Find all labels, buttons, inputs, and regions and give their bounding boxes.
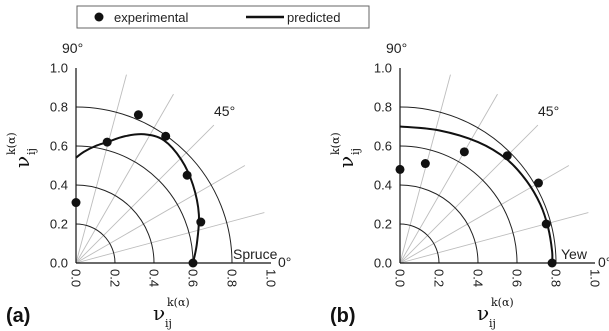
grid-ring bbox=[75, 223, 116, 264]
predicted-curve-b bbox=[399, 125, 554, 264]
y-axis-title-b: ν ij k(α) bbox=[329, 132, 362, 168]
x-axis-title-b: ν ij k(α) bbox=[477, 296, 514, 330]
axis-subscript: ij bbox=[489, 317, 496, 330]
species-label-a: Spruce bbox=[233, 246, 278, 262]
experimental-point bbox=[188, 258, 198, 268]
grid-ring bbox=[75, 145, 194, 264]
angle-label-45-b: 45° bbox=[538, 103, 559, 119]
axis-superscript: k(α) bbox=[329, 132, 342, 155]
panel-label-a: (a) bbox=[6, 305, 30, 327]
axis-subscript: ij bbox=[165, 317, 172, 330]
y-tick-label: 0.0 bbox=[374, 256, 392, 271]
species-label-b: Yew bbox=[561, 246, 588, 262]
experimental-points-b bbox=[395, 147, 557, 268]
experimental-point bbox=[161, 131, 171, 141]
grid-ring bbox=[399, 145, 518, 264]
angle-label-90-a: 90° bbox=[62, 40, 83, 56]
y-tick-label: 0.0 bbox=[50, 256, 68, 271]
grid-rays-a bbox=[75, 74, 265, 264]
experimental-point bbox=[102, 137, 112, 147]
predicted-curve-a bbox=[75, 133, 200, 264]
x-tick-labels-a: 0.0 0.2 0.4 0.6 0.8 1.0 bbox=[69, 269, 279, 287]
y-tick-label: 0.4 bbox=[374, 178, 392, 193]
experimental-point bbox=[533, 178, 543, 188]
experimental-point bbox=[502, 151, 512, 161]
grid-ray bbox=[399, 93, 498, 264]
grid-rings-a bbox=[75, 106, 233, 264]
x-tick-label: 0.8 bbox=[549, 269, 564, 287]
panel-label-b: (b) bbox=[330, 305, 356, 327]
x-tick-label: 0.4 bbox=[147, 269, 162, 287]
panel-a: 0.0 0.2 0.4 0.6 0.8 1.0 0.0 0.2 0.4 0.6 … bbox=[5, 40, 291, 330]
legend-predicted-label: predicted bbox=[287, 10, 340, 25]
y-tick-label: 1.0 bbox=[374, 61, 392, 76]
grid-ray bbox=[399, 212, 589, 264]
experimental-point bbox=[547, 258, 557, 268]
angle-label-0-a: 0° bbox=[278, 254, 291, 270]
y-tick-labels-b: 0.0 0.2 0.4 0.6 0.8 1.0 bbox=[374, 61, 392, 271]
axis-superscript: k(α) bbox=[491, 296, 514, 309]
panel-b: 0.0 0.2 0.4 0.6 0.8 1.0 0.0 0.2 0.4 0.6 … bbox=[329, 40, 609, 330]
y-tick-label: 0.8 bbox=[374, 100, 392, 115]
grid-ring bbox=[399, 184, 479, 264]
experimental-point bbox=[541, 219, 551, 229]
experimental-point bbox=[71, 198, 81, 208]
grid-ray bbox=[399, 74, 451, 264]
experimental-point bbox=[196, 217, 206, 227]
experimental-point bbox=[182, 170, 192, 180]
grid-rays-b bbox=[399, 74, 589, 264]
x-tick-labels-b: 0.0 0.2 0.4 0.6 0.8 1.0 bbox=[393, 269, 603, 287]
legend: experimental predicted bbox=[76, 5, 370, 29]
grid-ring bbox=[75, 106, 233, 264]
angle-label-45-a: 45° bbox=[214, 103, 235, 119]
grid-ray bbox=[75, 74, 127, 264]
axis-symbol: ν bbox=[334, 156, 358, 168]
grid-ring bbox=[75, 184, 155, 264]
experimental-point bbox=[420, 159, 430, 169]
experimental-point bbox=[459, 147, 469, 157]
x-axis-title-a: ν ij k(α) bbox=[153, 296, 190, 330]
angle-label-0-b: 0° bbox=[598, 254, 609, 270]
x-tick-label: 0.0 bbox=[69, 269, 84, 287]
y-tick-label: 0.2 bbox=[374, 217, 392, 232]
grid-ring bbox=[399, 223, 440, 264]
y-axis-title-a: ν ij k(α) bbox=[5, 132, 38, 168]
y-tick-label: 1.0 bbox=[50, 61, 68, 76]
grid-ray bbox=[75, 93, 174, 264]
y-tick-label: 0.2 bbox=[50, 217, 68, 232]
x-tick-label: 0.2 bbox=[108, 269, 123, 287]
y-tick-label: 0.6 bbox=[50, 139, 68, 154]
y-tick-label: 0.4 bbox=[50, 178, 68, 193]
grid-ray bbox=[75, 165, 246, 264]
axis-superscript: k(α) bbox=[167, 296, 190, 309]
axis-symbol: ν bbox=[10, 156, 34, 168]
experimental-point bbox=[395, 164, 405, 174]
x-tick-label: 0.0 bbox=[393, 269, 408, 287]
grid-ray bbox=[399, 124, 539, 264]
x-tick-label: 0.6 bbox=[510, 269, 525, 287]
axis-superscript: k(α) bbox=[5, 132, 18, 155]
axis-symbol: ν bbox=[153, 301, 165, 325]
grid-ray bbox=[75, 212, 265, 264]
legend-experimental-label: experimental bbox=[114, 10, 189, 25]
experimental-points-a bbox=[71, 110, 206, 268]
x-tick-label: 1.0 bbox=[588, 269, 603, 287]
y-tick-label: 0.6 bbox=[374, 139, 392, 154]
x-tick-label: 0.4 bbox=[471, 269, 486, 287]
y-tick-label: 0.8 bbox=[50, 100, 68, 115]
x-tick-label: 0.6 bbox=[186, 269, 201, 287]
axis-subscript: ij bbox=[349, 148, 362, 155]
experimental-point bbox=[133, 110, 143, 120]
angle-label-90-b: 90° bbox=[386, 40, 407, 56]
x-tick-label: 0.2 bbox=[432, 269, 447, 287]
y-tick-labels-a: 0.0 0.2 0.4 0.6 0.8 1.0 bbox=[50, 61, 68, 271]
axis-symbol: ν bbox=[477, 301, 489, 325]
x-tick-label: 1.0 bbox=[264, 269, 279, 287]
x-tick-label: 0.8 bbox=[225, 269, 240, 287]
grid-ray bbox=[75, 124, 215, 264]
legend-box bbox=[76, 5, 370, 29]
axis-subscript: ij bbox=[25, 148, 38, 155]
legend-experimental-marker bbox=[94, 12, 104, 22]
